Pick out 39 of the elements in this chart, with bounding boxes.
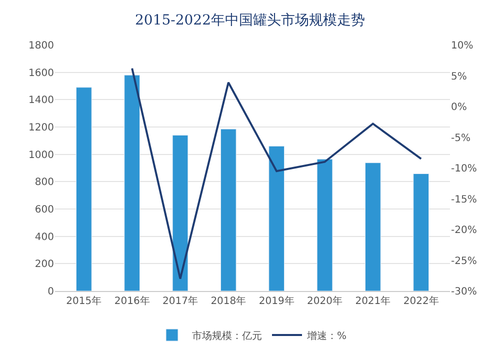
x-tick-label: 2019年 bbox=[258, 295, 294, 307]
x-tick-label: 2017年 bbox=[162, 295, 198, 307]
line-series bbox=[131, 67, 422, 280]
bar bbox=[220, 128, 236, 291]
x-tick-label: 2020年 bbox=[307, 295, 342, 307]
y-tick-label: 1800 bbox=[28, 40, 54, 52]
y2-tick-label: -25% bbox=[451, 256, 477, 267]
x-tick-label: 2016年 bbox=[114, 295, 150, 307]
y2-tick-label: 10% bbox=[451, 40, 474, 52]
y-tick-label: 200 bbox=[34, 259, 54, 270]
y2-tick-label: -20% bbox=[451, 225, 477, 236]
legend-label: 市场规模：亿元 bbox=[192, 330, 262, 342]
x-tick-label: 2018年 bbox=[210, 295, 246, 307]
y-tick-label: 0 bbox=[48, 286, 54, 298]
y2-tick-label: -5% bbox=[451, 132, 470, 144]
x-tick-label: 2021年 bbox=[355, 295, 391, 307]
bar bbox=[76, 87, 92, 291]
legend-label: 增速：% bbox=[306, 330, 347, 342]
x-tick-label: 2015年 bbox=[66, 295, 102, 307]
bar bbox=[172, 134, 188, 291]
y-tick-label: 1200 bbox=[28, 122, 54, 134]
y2-tick-label: 5% bbox=[451, 71, 467, 82]
bar bbox=[124, 74, 140, 291]
x-tick-label: 2022年 bbox=[403, 295, 439, 307]
y-tick-label: 1400 bbox=[28, 95, 54, 106]
y-tick-label: 600 bbox=[34, 204, 54, 216]
y2-tick-label: -10% bbox=[451, 164, 477, 174]
y-tick-label: 400 bbox=[34, 232, 54, 243]
y2-tick-label: 0% bbox=[451, 102, 467, 113]
chart-title: 2015-2022年中国罐头市场规模走势 bbox=[135, 12, 365, 28]
y-tick-label: 1600 bbox=[28, 68, 54, 79]
bar bbox=[268, 146, 285, 291]
bar bbox=[364, 162, 381, 291]
y-tick-label: 1000 bbox=[28, 150, 54, 161]
bar bbox=[316, 158, 333, 291]
bar bbox=[413, 173, 430, 291]
y2-tick-label: -15% bbox=[451, 194, 477, 206]
y2-tick-label: -30% bbox=[451, 286, 477, 298]
y-tick-label: 800 bbox=[34, 177, 54, 188]
